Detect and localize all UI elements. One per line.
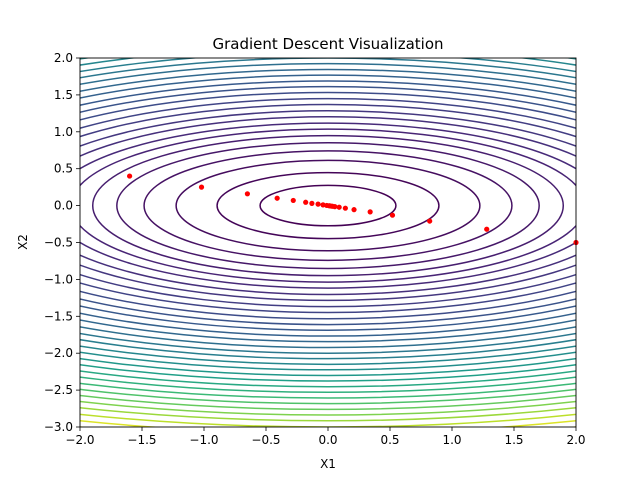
descent-point [274, 195, 280, 201]
y-tick-label: 0.5 [54, 162, 73, 176]
x-tick-label: 1.0 [442, 433, 461, 447]
descent-point [309, 200, 315, 206]
x-tick-label: −1.0 [189, 433, 218, 447]
descent-point [320, 202, 326, 208]
y-tick-label: 2.0 [54, 51, 73, 65]
contour-line [80, 128, 576, 283]
contour-line [91, 134, 565, 277]
contour-line [80, 357, 576, 377]
contour-line [80, 62, 576, 349]
descent-point [427, 218, 433, 224]
y-tick-label: −1.5 [44, 309, 73, 323]
contour-line [80, 80, 576, 331]
contour-line [80, 58, 576, 366]
descent-point [244, 191, 250, 197]
descent-point [315, 201, 321, 207]
contour-line [80, 103, 576, 308]
contour-line [80, 74, 576, 337]
contour-line [175, 159, 481, 252]
contour-line [80, 91, 576, 320]
y-tick-label: −2.0 [44, 346, 73, 360]
contour-line [80, 400, 576, 416]
x-tick-label: 2.0 [566, 433, 585, 447]
y-tick-label: −0.5 [44, 236, 73, 250]
y-tick-label: −3.0 [44, 420, 73, 434]
chart-title: Gradient Descent Visualization [212, 35, 443, 53]
descent-point [290, 197, 296, 204]
y-tick-label: 0.0 [54, 199, 73, 213]
x-axis: −2.0 −1.5 −1.0 −0.5 0.0 0.5 1.0 1.5 2.0 [65, 427, 586, 447]
contour-line [116, 142, 540, 270]
descent-point [484, 226, 490, 232]
descent-point [367, 209, 373, 215]
descent-point [303, 199, 309, 205]
x-tick-label: −0.5 [251, 433, 280, 447]
contour-line [80, 58, 576, 371]
descent-path-points [127, 173, 579, 246]
descent-point [342, 205, 348, 211]
contour-line [80, 388, 576, 405]
descent-point [198, 184, 205, 190]
contour-line [80, 376, 576, 393]
x-tick-label: −2.0 [65, 433, 94, 447]
contour-line [216, 171, 440, 240]
descent-point [127, 173, 133, 179]
contour-line [80, 122, 576, 289]
contour-line [80, 110, 576, 302]
contour-line [80, 382, 576, 399]
contour-line [80, 394, 576, 411]
y-axis: −3.0 −2.5 −2.0 −1.5 −1.0 −0.5 0.0 0.5 1.0 1.5 2.0 [44, 51, 80, 434]
contour-line [143, 150, 513, 262]
x-axis-label: X1 [320, 457, 336, 471]
descent-point [336, 204, 342, 210]
y-tick-label: 1.0 [54, 125, 73, 139]
y-axis-label: X2 [16, 234, 30, 250]
x-tick-label: 1.5 [504, 433, 523, 447]
x-tick-label: 0.5 [380, 433, 399, 447]
y-tick-label: −1.0 [44, 272, 73, 286]
contour-line [80, 97, 576, 314]
contour-line [80, 58, 576, 360]
contour-line [80, 85, 576, 326]
contour-line [80, 116, 576, 296]
contour-lines [80, 58, 576, 427]
x-tick-label: −1.5 [127, 433, 156, 447]
y-tick-label: −2.5 [44, 383, 73, 397]
x-tick-label: 0.0 [318, 433, 337, 447]
y-tick-label: 1.5 [54, 88, 73, 102]
descent-point [389, 212, 396, 218]
plot-frame [79, 57, 577, 428]
contour-line [259, 184, 397, 227]
contour-line [80, 363, 576, 382]
descent-point [351, 207, 357, 213]
contour-line [80, 406, 576, 422]
contour-line [80, 68, 576, 343]
contour-line [80, 58, 576, 354]
contour-line [80, 370, 576, 388]
